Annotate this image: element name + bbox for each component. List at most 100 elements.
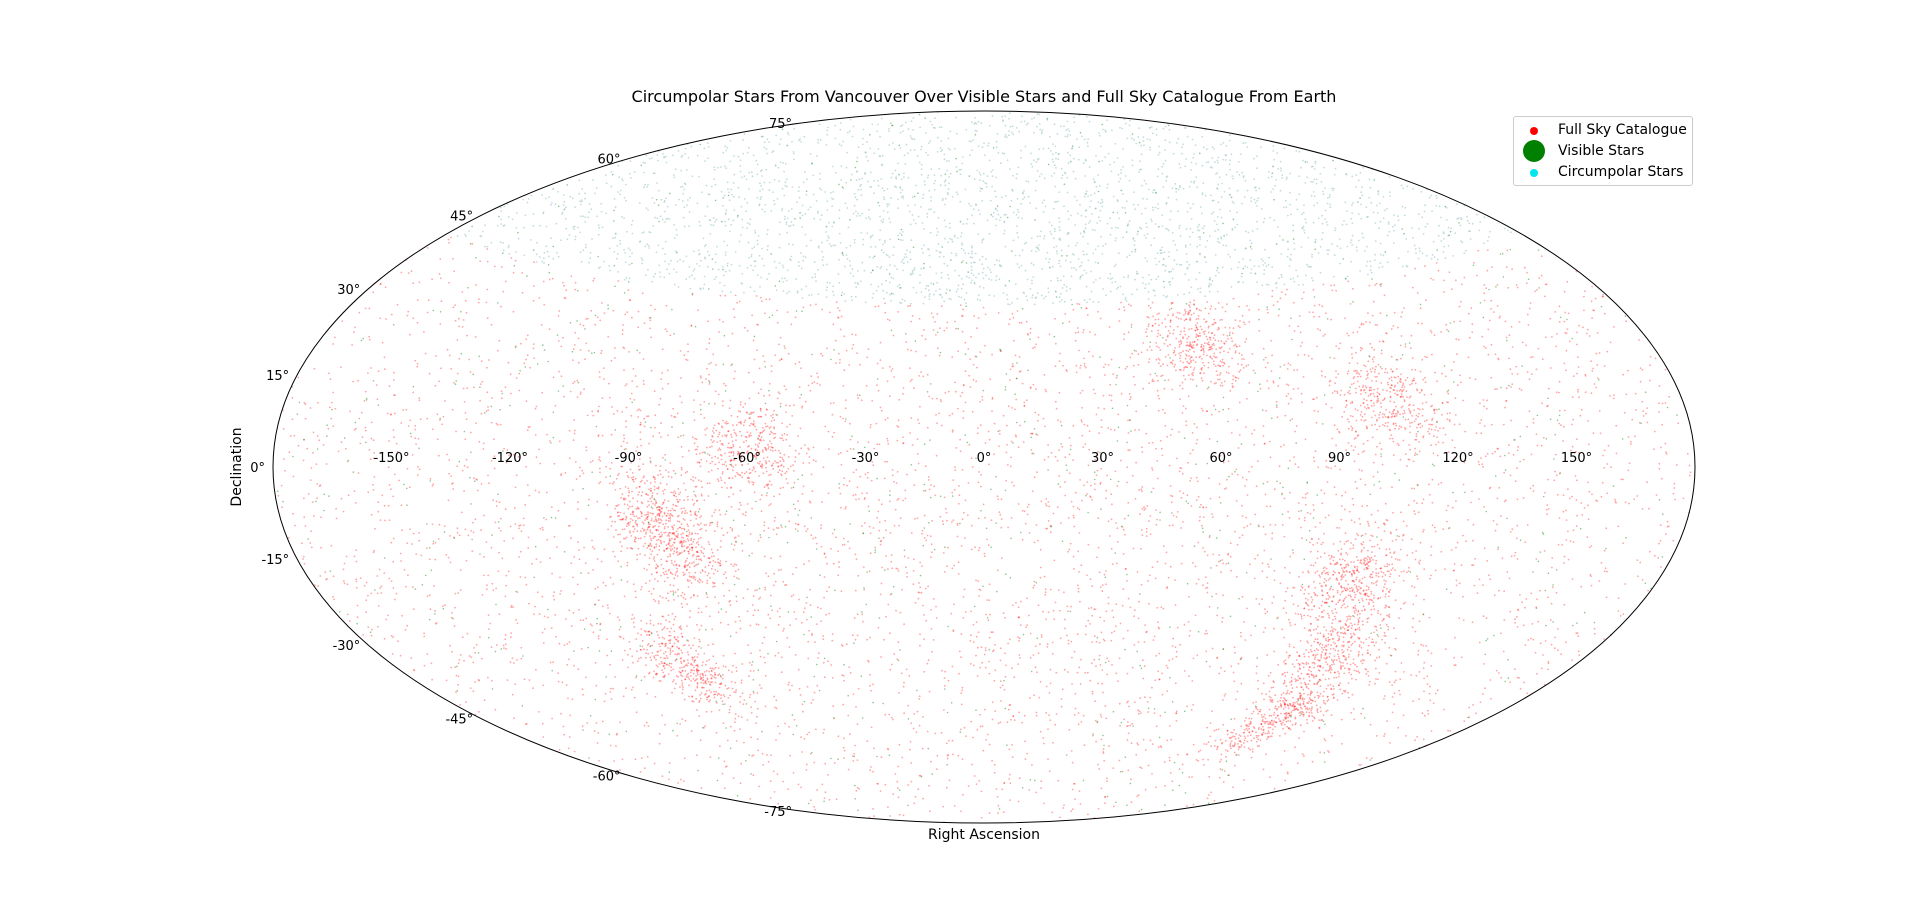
full-sky-star-point (1245, 516, 1248, 519)
full-sky-star-point (691, 664, 694, 667)
full-sky-star-point (803, 607, 806, 610)
full-sky-star-point (579, 619, 582, 622)
full-sky-star-point (1302, 571, 1304, 574)
full-sky-star-point (1231, 744, 1234, 747)
full-sky-star-point (1204, 632, 1206, 635)
full-sky-star-point (1182, 405, 1185, 407)
full-sky-star-point (586, 317, 589, 320)
full-sky-star-point (528, 602, 530, 605)
full-sky-star-point (1339, 558, 1341, 561)
full-sky-star-point (1325, 644, 1327, 647)
full-sky-star-point (679, 491, 682, 494)
full-sky-star-point (648, 672, 650, 675)
full-sky-star-point (1394, 599, 1397, 602)
full-sky-star-point (712, 559, 715, 562)
full-sky-star-point (1186, 360, 1188, 363)
full-sky-star-point (1356, 590, 1359, 593)
full-sky-star-point (666, 534, 669, 537)
full-sky-star-point (1118, 759, 1121, 762)
full-sky-star-point (682, 482, 685, 485)
full-sky-star-point (1302, 703, 1305, 706)
full-sky-star-point (332, 391, 335, 394)
full-sky-star-point (1156, 606, 1159, 609)
full-sky-star-point (1415, 433, 1418, 435)
full-sky-star-point (773, 409, 775, 412)
full-sky-star-point (1188, 776, 1191, 778)
full-sky-star-point (370, 513, 373, 516)
full-sky-star-point (1057, 419, 1059, 422)
full-sky-star-point (1425, 645, 1428, 647)
full-sky-star-point (1231, 473, 1234, 475)
full-sky-star-point (671, 525, 673, 528)
full-sky-star-point (1313, 591, 1315, 594)
full-sky-star-point (1105, 489, 1108, 492)
full-sky-star-point (542, 684, 545, 687)
full-sky-star-point (1289, 702, 1292, 705)
full-sky-star-point (1567, 488, 1569, 491)
full-sky-star-point (1432, 435, 1435, 438)
full-sky-star-point (1384, 574, 1387, 576)
full-sky-star-point (887, 568, 889, 571)
full-sky-star-point (672, 491, 674, 494)
full-sky-star-point (1263, 720, 1265, 723)
full-sky-star-point (1093, 658, 1096, 661)
full-sky-star-point (650, 593, 653, 595)
full-sky-star-point (1298, 517, 1301, 520)
full-sky-star-point (808, 731, 810, 734)
full-sky-star-point (1467, 519, 1469, 521)
full-sky-star-point (1458, 582, 1461, 585)
full-sky-star-point (1371, 638, 1374, 641)
full-sky-star-point (770, 420, 773, 422)
full-sky-star-point (1385, 548, 1388, 551)
full-sky-star-point (1336, 589, 1339, 592)
full-sky-star-point (1463, 720, 1466, 722)
full-sky-star-point (964, 611, 967, 613)
full-sky-star-point (1011, 756, 1014, 759)
full-sky-star-point (1536, 598, 1538, 601)
full-sky-star-point (723, 760, 726, 763)
full-sky-star-point (789, 465, 792, 468)
full-sky-star-point (1404, 379, 1407, 382)
full-sky-star-point (668, 620, 671, 623)
full-sky-star-point (733, 563, 736, 566)
full-sky-star-point (672, 552, 675, 555)
full-sky-star-point (1243, 735, 1246, 738)
full-sky-star-point (643, 425, 646, 428)
full-sky-star-point (1337, 549, 1340, 552)
full-sky-star-point (1162, 363, 1164, 366)
full-sky-star-point (639, 431, 642, 433)
full-sky-star-point (764, 447, 767, 450)
full-sky-star-point (1331, 392, 1334, 394)
full-sky-star-point (692, 677, 695, 680)
full-sky-star-point (318, 439, 321, 442)
full-sky-star-point (1196, 338, 1199, 341)
full-sky-star-point (527, 426, 530, 428)
full-sky-star-point (1336, 699, 1339, 701)
full-sky-star-point (1417, 511, 1420, 514)
full-sky-star-point (697, 673, 699, 676)
full-sky-star-point (572, 359, 574, 361)
full-sky-star-point (1515, 615, 1518, 618)
full-sky-star-point (474, 681, 476, 683)
full-sky-star-point (1600, 561, 1603, 564)
full-sky-star-point (1480, 419, 1483, 421)
full-sky-star-point (696, 664, 698, 666)
full-sky-star-point (1233, 744, 1236, 747)
full-sky-star-point (751, 469, 754, 472)
full-sky-star-point (598, 458, 600, 461)
full-sky-star-point (1204, 330, 1206, 333)
full-sky-star-point (1389, 573, 1392, 575)
full-sky-star-point (834, 339, 837, 342)
full-sky-star-point (1129, 419, 1131, 421)
full-sky-star-point (1283, 697, 1285, 699)
full-sky-star-point (1200, 503, 1202, 506)
full-sky-star-point (1367, 567, 1369, 570)
full-sky-star-point (1094, 488, 1096, 491)
full-sky-star-point (1514, 668, 1516, 670)
full-sky-star-point (889, 365, 891, 368)
full-sky-star-point (1146, 505, 1149, 507)
full-sky-star-point (590, 309, 593, 312)
full-sky-star-point (1219, 454, 1222, 457)
full-sky-star-point (602, 581, 605, 584)
full-sky-star-point (1406, 396, 1408, 398)
